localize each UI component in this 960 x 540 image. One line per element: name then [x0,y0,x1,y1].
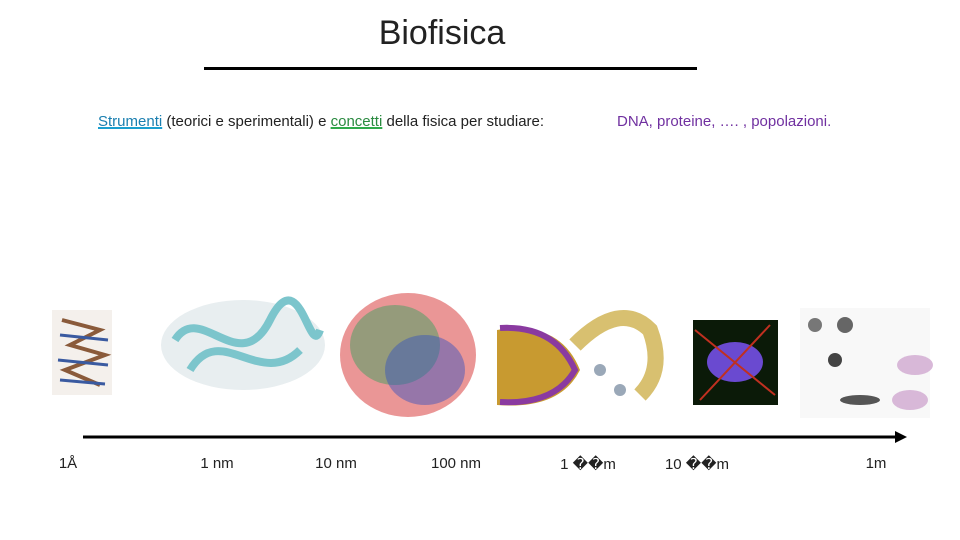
organisms-image [800,308,933,418]
complex-image [340,293,476,417]
scale-label: 10 nm [315,455,357,472]
cell-image [693,320,778,405]
title-rule [204,67,697,70]
concepts-word: concetti [330,113,383,130]
scale-label: 1Å [58,455,78,472]
subtitle-text: della fisica per studiare: [382,113,545,130]
subtitle-text: (teorici e sperimentali) e [162,113,331,130]
dna-image [52,310,112,395]
scale-label: 1m [865,455,887,472]
protein-image [161,296,325,390]
objects-list: DNA, proteine, …. , popolazioni. [617,113,832,130]
scale-label: 10 ��m [664,456,730,473]
scale-label: 1 ��m [560,456,616,473]
scale-arrow [83,431,907,443]
subtitle: Strumenti (teorici e sperimentali) e con… [98,113,544,130]
tools-word: Strumenti [98,113,163,130]
slide-title: Biofisica [378,14,506,52]
scale-label: 100 nm [430,455,482,472]
chromatin-image [497,310,664,406]
scale-label: 1 nm [200,455,234,472]
